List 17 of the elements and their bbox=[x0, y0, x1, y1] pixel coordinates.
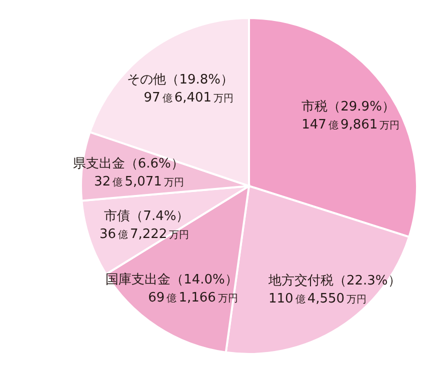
data-label: （19.8%） bbox=[166, 72, 234, 88]
slice-label: 県支出金 bbox=[72, 156, 125, 172]
text: 110億4,550万円 bbox=[268, 291, 367, 306]
text: 147億9,861万円 bbox=[302, 118, 400, 133]
slice-label: 国庫支出金 bbox=[106, 271, 171, 288]
data-label: （22.3%） bbox=[333, 273, 401, 288]
slice-label: その他 bbox=[127, 72, 166, 88]
slice-label: 市債 bbox=[104, 209, 130, 224]
text: 97億6,401万円 bbox=[144, 90, 234, 106]
data-label: （29.9%） bbox=[328, 100, 395, 115]
text: 32億5,071万円 bbox=[94, 174, 184, 190]
slice-label: 地方交付税 bbox=[267, 272, 334, 288]
text: 36億7,222万円 bbox=[99, 227, 190, 242]
data-label: （7.4%） bbox=[130, 209, 190, 224]
data-label: （14.0%） bbox=[170, 272, 238, 288]
slice-label: 市税 bbox=[302, 100, 328, 115]
data-label: （6.6%） bbox=[124, 156, 184, 172]
